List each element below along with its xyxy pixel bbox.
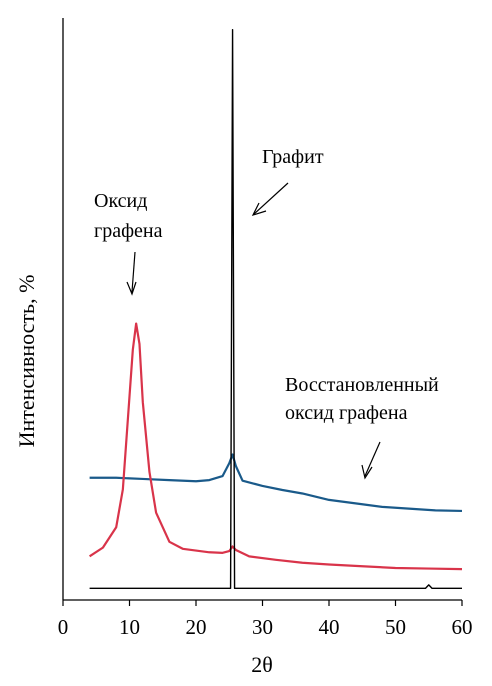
annotation-graphene-oxide-line1: Оксид (94, 190, 147, 212)
x-tick-label: 0 (58, 615, 69, 639)
x-tick-label: 20 (186, 615, 207, 639)
x-axis-label: 2θ (251, 652, 273, 677)
x-tick-label: 60 (452, 615, 473, 639)
annotation-graphite: Графит (251, 146, 324, 216)
annotation-reduced-line1: Восстановленный (285, 374, 439, 396)
series-line-0 (89, 453, 463, 513)
annotation-reduced-line2: оксид графена (285, 402, 408, 424)
x-tick-label: 30 (252, 615, 273, 639)
annotation-graphene-oxide: Оксид графена (94, 190, 163, 296)
series-line-2 (89, 28, 462, 590)
x-tick-label: 10 (119, 615, 140, 639)
annotation-graphene-oxide-line2: графена (94, 220, 163, 242)
series-group (88, 28, 463, 590)
arrow-icon (361, 441, 381, 480)
x-tick-label: 40 (319, 615, 340, 639)
axes (62, 18, 462, 601)
annotation-reduced-graphene-oxide: Восстановленный оксид графена (285, 374, 439, 480)
x-ticks: 0 10 20 30 40 50 60 (58, 600, 473, 639)
y-axis-label: Интенсивность, % (14, 275, 39, 448)
arrow-icon (126, 251, 137, 296)
arrow-icon (251, 182, 289, 216)
x-tick-label: 50 (385, 615, 406, 639)
annotation-graphite-line1: Графит (262, 146, 324, 168)
series-line-1 (88, 322, 463, 571)
